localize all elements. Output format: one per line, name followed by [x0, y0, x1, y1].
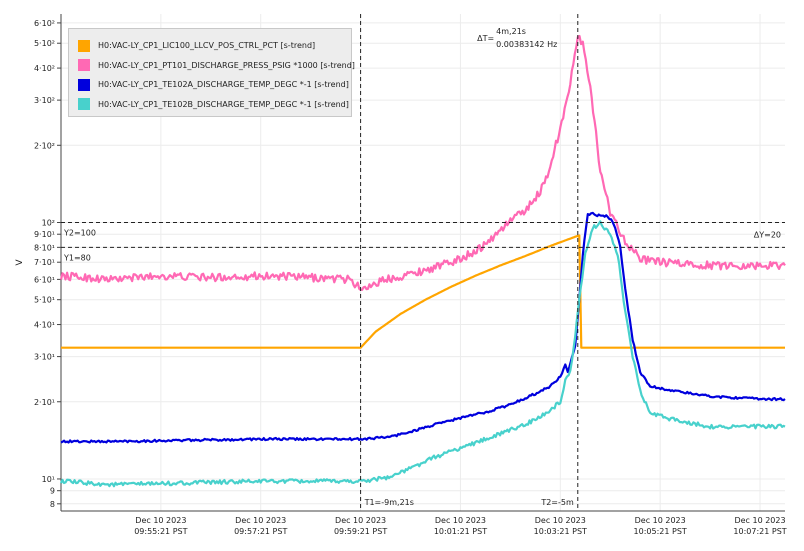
legend-item[interactable]: H0:VAC-LY_CP1_PT101_DISCHARGE_PRESS_PSIG… [78, 56, 355, 76]
series-layer [59, 34, 786, 488]
x-tick-label: 10:01:21 PST [434, 527, 487, 536]
y-tick-label: 2·10² [34, 141, 55, 150]
x-tick-label: Dec 10 2023 [435, 516, 486, 525]
y-tick-label: 5·10¹ [34, 296, 55, 305]
y-tick-label: 3·10¹ [34, 353, 55, 362]
x-tick-label: Dec 10 2023 [235, 516, 286, 525]
series-line [60, 220, 786, 488]
x-tick-label: Dec 10 2023 [535, 516, 586, 525]
axes [57, 14, 785, 512]
y-axis-label: V [15, 259, 25, 266]
delta-t-value: 4m,21s [496, 27, 526, 36]
y-tick-label: 9 [50, 487, 55, 496]
series-line [61, 234, 785, 349]
x-tick-label: 09:55:21 PST [134, 527, 187, 536]
y1-cursor-label: Y1=80 [63, 253, 91, 262]
tick-labels: 8 9 10¹ 2·10¹ 3·10¹ 4·10¹ 5·10¹ 6·10¹ 7·10¹ 8·10¹… [15, 19, 787, 536]
legend: H0:VAC-LY_CP1_LIC100_LLCV_POS_CTRL_PCT [… [68, 28, 355, 117]
y2-cursor-label: Y2=100 [63, 228, 96, 237]
cursor-layer[interactable]: T1=-9m,21s T2=-5m Y1=80 Y2=100 ΔY=20 ΔT=4m,21… [61, 14, 785, 511]
legend-swatch [78, 98, 90, 111]
t2-cursor-label: T2=-5m [540, 498, 574, 507]
x-tick-label: Dec 10 2023 [335, 516, 386, 525]
x-tick-label: 09:57:21 PST [234, 527, 287, 536]
y-tick-label: 3·10² [34, 96, 55, 105]
legend-swatch [78, 78, 90, 91]
legend-label: H0:VAC-LY_CP1_LIC100_LLCV_POS_CTRL_PCT [… [98, 41, 316, 51]
t1-cursor-label: T1=-9m,21s [364, 498, 414, 507]
legend-item[interactable]: H0:VAC-LY_CP1_TE102B_DISCHARGE_TEMP_DEGC… [78, 95, 351, 115]
y-tick-label: 6·10¹ [34, 275, 55, 284]
y-tick-label: 4·10² [34, 64, 55, 73]
y-tick-label: 2·10¹ [34, 398, 55, 407]
series-line [60, 211, 786, 444]
y-tick-label: 9·10¹ [34, 230, 55, 239]
x-tick-label: 10:05:21 PST [634, 527, 687, 536]
y-tick-label: 4·10¹ [34, 321, 55, 330]
legend-item[interactable]: H0:VAC-LY_CP1_TE102A_DISCHARGE_TEMP_DEGC… [78, 75, 351, 95]
x-tick-label: Dec 10 2023 [734, 516, 785, 525]
y-tick-label: 7·10¹ [34, 258, 55, 267]
y-tick-label: 6·10² [34, 19, 55, 28]
series-line [59, 34, 786, 291]
y-tick-label: 8·10¹ [34, 243, 55, 252]
delta-t-frequency: 0.00383142 Hz [496, 40, 557, 49]
x-tick-label: Dec 10 2023 [635, 516, 686, 525]
x-tick-label: 10:03:21 PST [534, 527, 587, 536]
delta-t-label: ΔT= [477, 34, 494, 43]
legend-label: H0:VAC-LY_CP1_PT101_DISCHARGE_PRESS_PSIG… [98, 60, 355, 70]
legend-swatch [78, 59, 90, 72]
legend-swatch [78, 39, 90, 52]
legend-label: H0:VAC-LY_CP1_TE102B_DISCHARGE_TEMP_DEGC… [98, 99, 349, 109]
x-tick-label: 09:59:21 PST [334, 527, 387, 536]
y-tick-label: 10¹ [42, 475, 55, 484]
legend-label: H0:VAC-LY_CP1_TE102A_DISCHARGE_TEMP_DEGC… [98, 80, 349, 90]
y-tick-label: 5·10² [34, 39, 55, 48]
x-tick-label: 10:07:21 PST [733, 527, 786, 536]
y-tick-label: 10² [42, 218, 55, 227]
delta-y-label: ΔY=20 [754, 230, 781, 239]
y-tick-label: 8 [50, 500, 55, 509]
legend-item[interactable]: H0:VAC-LY_CP1_LIC100_LLCV_POS_CTRL_PCT [… [78, 36, 351, 56]
x-tick-label: Dec 10 2023 [135, 516, 186, 525]
